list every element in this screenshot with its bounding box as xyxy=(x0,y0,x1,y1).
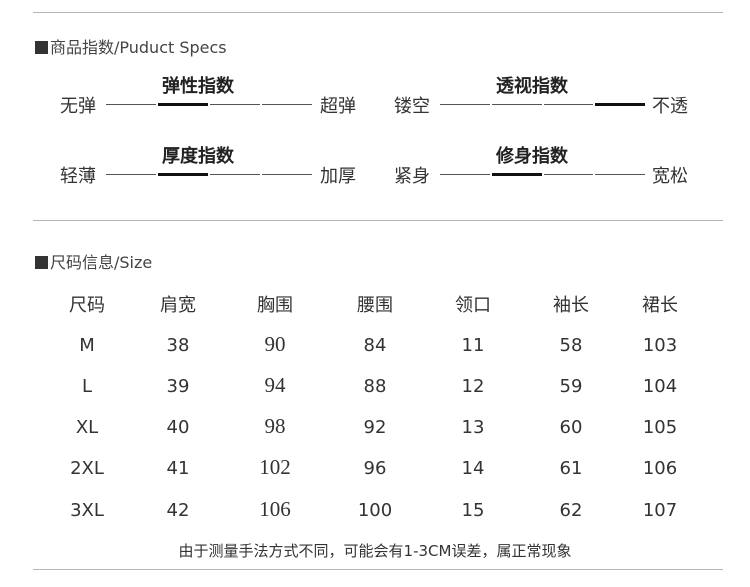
table-cell: XL xyxy=(75,417,99,438)
table-cell: 12 xyxy=(461,376,485,397)
table-cell: 61 xyxy=(559,458,583,479)
top-divider xyxy=(33,12,723,13)
table-cell: 90 xyxy=(264,332,286,356)
spec-right-label: 宽松 xyxy=(652,166,688,187)
table-cell: 11 xyxy=(461,335,485,356)
table-cell: 104 xyxy=(642,376,678,397)
table-header-cell: 裙长 xyxy=(642,295,678,316)
table-cell: 40 xyxy=(166,417,190,438)
spec-scale-segment xyxy=(210,174,260,175)
table-cell: 15 xyxy=(461,500,485,521)
spec-scale-segment xyxy=(543,174,594,175)
table-cell: 58 xyxy=(559,335,583,356)
spec-scale-segment xyxy=(210,104,260,105)
square-bullet-icon xyxy=(35,256,48,269)
table-cell: 107 xyxy=(642,500,678,521)
spec-right-label: 不透 xyxy=(652,96,688,117)
spec-right-label: 超弹 xyxy=(320,96,356,117)
spec-scale-marker xyxy=(158,103,208,106)
spec-scale-segment xyxy=(262,174,312,175)
measurement-note: 由于测量手法方式不同，可能会有1-3CM误差，属正常现象 xyxy=(178,542,572,560)
table-cell: 3XL xyxy=(70,500,104,521)
table-cell: 94 xyxy=(264,373,286,397)
table-cell: 106 xyxy=(642,458,678,479)
table-cell: 96 xyxy=(363,458,387,479)
table-cell: 59 xyxy=(559,376,583,397)
spec-scale-marker xyxy=(595,103,645,106)
table-cell: 102 xyxy=(259,455,291,479)
table-cell: 88 xyxy=(363,376,387,397)
table-header-cell: 胸围 xyxy=(257,295,293,316)
table-cell: 92 xyxy=(363,417,387,438)
specs-section-title: 商品指数/Puduct Specs xyxy=(35,34,227,58)
size-title-text: 尺码信息/Size xyxy=(50,253,153,272)
table-cell: 103 xyxy=(642,335,678,356)
spec-scale-segment xyxy=(595,174,645,175)
table-header-cell: 尺码 xyxy=(69,295,105,316)
spec-title: 厚度指数 xyxy=(162,146,234,167)
table-cell: 106 xyxy=(259,497,291,521)
table-cell: 38 xyxy=(166,335,190,356)
table-cell: 60 xyxy=(559,417,583,438)
size-section-title: 尺码信息/Size xyxy=(35,249,152,273)
middle-divider xyxy=(33,220,723,221)
spec-left-label: 轻薄 xyxy=(60,166,96,187)
spec-scale-segment xyxy=(106,104,156,105)
table-cell: 2XL xyxy=(70,458,104,479)
spec-title: 修身指数 xyxy=(496,146,568,167)
table-header-cell: 肩宽 xyxy=(160,295,196,316)
bottom-divider xyxy=(33,569,723,570)
spec-title: 弹性指数 xyxy=(162,76,234,97)
spec-scale-segment xyxy=(440,174,490,175)
spec-scale-segment xyxy=(262,104,312,105)
table-cell: M xyxy=(79,335,95,356)
table-cell: 42 xyxy=(166,500,190,521)
spec-left-label: 无弹 xyxy=(60,96,96,117)
table-cell: 41 xyxy=(166,458,190,479)
table-header-cell: 领口 xyxy=(455,295,491,316)
spec-scale-segment xyxy=(543,104,594,105)
spec-scale-segment xyxy=(106,174,156,175)
spec-right-label: 加厚 xyxy=(320,166,356,187)
table-cell: 100 xyxy=(357,500,393,521)
table-cell: 39 xyxy=(166,376,190,397)
spec-left-label: 镂空 xyxy=(394,96,430,117)
spec-scale-marker xyxy=(491,173,542,176)
spec-scale-segment xyxy=(491,104,542,105)
spec-scale-segment xyxy=(440,104,490,105)
table-header-cell: 腰围 xyxy=(357,295,393,316)
table-cell: 105 xyxy=(642,417,678,438)
table-header-cell: 袖长 xyxy=(553,295,589,316)
spec-scale-marker xyxy=(158,173,208,176)
table-cell: 84 xyxy=(363,335,387,356)
square-bullet-icon xyxy=(35,41,48,54)
table-cell: 62 xyxy=(559,500,583,521)
specs-title-text: 商品指数/Puduct Specs xyxy=(50,38,227,57)
table-cell: 13 xyxy=(461,417,485,438)
table-cell: L xyxy=(81,376,93,397)
spec-title: 透视指数 xyxy=(496,76,568,97)
table-cell: 98 xyxy=(264,414,286,438)
spec-left-label: 紧身 xyxy=(394,166,430,187)
table-cell: 14 xyxy=(461,458,485,479)
